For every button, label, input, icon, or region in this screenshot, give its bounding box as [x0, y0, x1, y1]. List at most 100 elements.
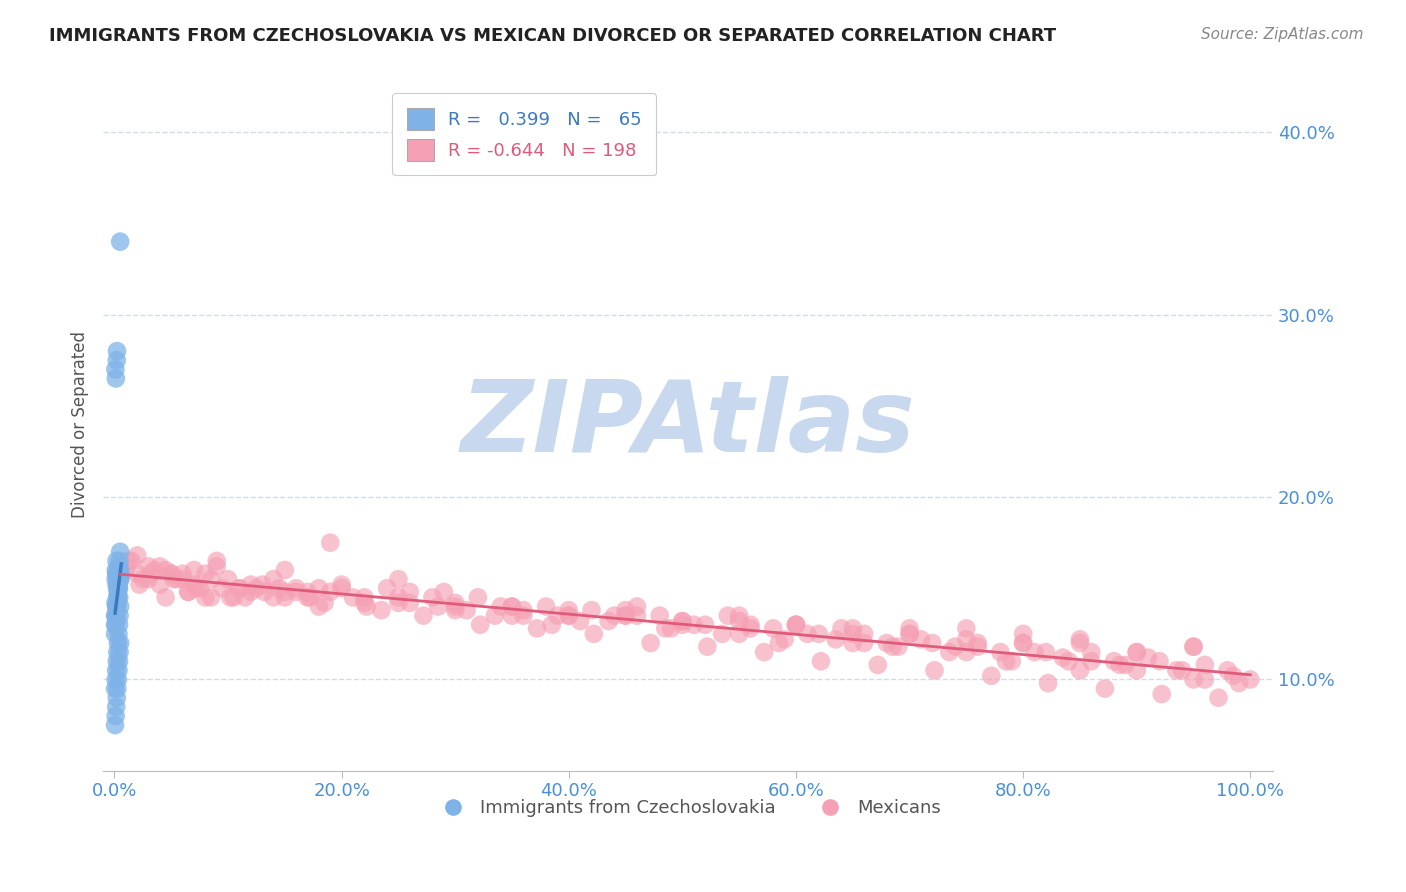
- Point: [990, 645, 1012, 659]
- Point: [108, 599, 131, 614]
- Point: [1125, 645, 1147, 659]
- Point: [626, 599, 648, 614]
- Point: [104, 362, 127, 376]
- Point: [1182, 673, 1205, 687]
- Point: [887, 640, 910, 654]
- Point: [108, 572, 131, 586]
- Point: [1227, 676, 1250, 690]
- Point: [298, 591, 321, 605]
- Point: [104, 673, 127, 687]
- Point: [245, 581, 267, 595]
- Point: [155, 591, 177, 605]
- Point: [1069, 664, 1091, 678]
- Point: [319, 535, 342, 549]
- Point: [330, 581, 353, 595]
- Point: [534, 599, 557, 614]
- Point: [219, 591, 242, 605]
- Point: [104, 572, 127, 586]
- Point: [108, 617, 131, 632]
- Point: [470, 617, 492, 632]
- Point: [810, 654, 832, 668]
- Point: [898, 627, 921, 641]
- Point: [104, 371, 127, 385]
- Point: [353, 591, 375, 605]
- Point: [186, 581, 208, 595]
- Point: [274, 591, 297, 605]
- Point: [105, 608, 128, 623]
- Point: [183, 563, 205, 577]
- Point: [910, 632, 932, 647]
- Text: ZIPAtlas: ZIPAtlas: [461, 376, 915, 473]
- Point: [484, 608, 506, 623]
- Point: [711, 627, 734, 641]
- Point: [205, 559, 228, 574]
- Point: [444, 603, 467, 617]
- Point: [728, 627, 751, 641]
- Point: [955, 645, 977, 659]
- Point: [695, 617, 717, 632]
- Point: [205, 554, 228, 568]
- Point: [773, 632, 796, 647]
- Point: [807, 627, 830, 641]
- Point: [107, 581, 129, 595]
- Point: [654, 621, 676, 635]
- Point: [966, 640, 988, 654]
- Point: [1057, 654, 1080, 668]
- Point: [785, 617, 807, 632]
- Point: [107, 566, 129, 581]
- Point: [659, 621, 682, 635]
- Point: [104, 596, 127, 610]
- Point: [128, 577, 150, 591]
- Point: [842, 627, 865, 641]
- Point: [1036, 676, 1059, 690]
- Point: [105, 581, 128, 595]
- Point: [898, 627, 921, 641]
- Point: [107, 591, 129, 605]
- Point: [308, 599, 330, 614]
- Point: [501, 608, 523, 623]
- Point: [105, 690, 128, 705]
- Point: [980, 669, 1002, 683]
- Point: [433, 585, 456, 599]
- Point: [107, 581, 129, 595]
- Point: [308, 581, 330, 595]
- Point: [512, 603, 534, 617]
- Point: [105, 664, 128, 678]
- Point: [1194, 657, 1216, 672]
- Point: [353, 596, 375, 610]
- Point: [526, 621, 548, 635]
- Point: [427, 599, 450, 614]
- Point: [105, 699, 128, 714]
- Point: [467, 591, 489, 605]
- Point: [955, 632, 977, 647]
- Point: [105, 645, 128, 659]
- Point: [1239, 673, 1261, 687]
- Point: [558, 603, 581, 617]
- Point: [648, 608, 671, 623]
- Point: [108, 581, 131, 595]
- Point: [512, 608, 534, 623]
- Point: [1222, 669, 1244, 683]
- Point: [108, 654, 131, 668]
- Point: [569, 614, 592, 628]
- Point: [105, 554, 128, 568]
- Point: [422, 591, 444, 605]
- Point: [603, 608, 626, 623]
- Point: [1216, 664, 1239, 678]
- Point: [104, 608, 127, 623]
- Point: [671, 617, 693, 632]
- Point: [104, 627, 127, 641]
- Point: [104, 718, 127, 732]
- Point: [768, 636, 790, 650]
- Point: [107, 559, 129, 574]
- Point: [263, 591, 285, 605]
- Point: [1182, 640, 1205, 654]
- Point: [456, 603, 478, 617]
- Point: [200, 572, 222, 586]
- Point: [796, 627, 818, 641]
- Point: [160, 566, 183, 581]
- Point: [108, 563, 131, 577]
- Point: [1012, 636, 1035, 650]
- Point: [105, 596, 128, 610]
- Point: [194, 591, 217, 605]
